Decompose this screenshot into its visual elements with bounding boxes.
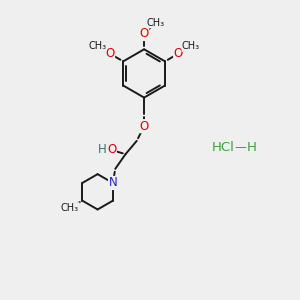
- Text: CH₃: CH₃: [61, 203, 79, 213]
- Text: H: H: [247, 141, 256, 154]
- Text: N: N: [109, 176, 117, 190]
- Text: O: O: [107, 143, 116, 156]
- Text: —: —: [234, 141, 246, 154]
- Text: H: H: [98, 142, 106, 156]
- Text: HCl: HCl: [212, 141, 235, 154]
- Text: O: O: [105, 47, 115, 60]
- Text: O: O: [140, 28, 149, 40]
- Text: CH₃: CH₃: [88, 41, 106, 51]
- Text: O: O: [140, 120, 149, 133]
- Text: CH₃: CH₃: [182, 41, 200, 51]
- Text: CH₃: CH₃: [146, 18, 164, 28]
- Text: O: O: [174, 47, 183, 60]
